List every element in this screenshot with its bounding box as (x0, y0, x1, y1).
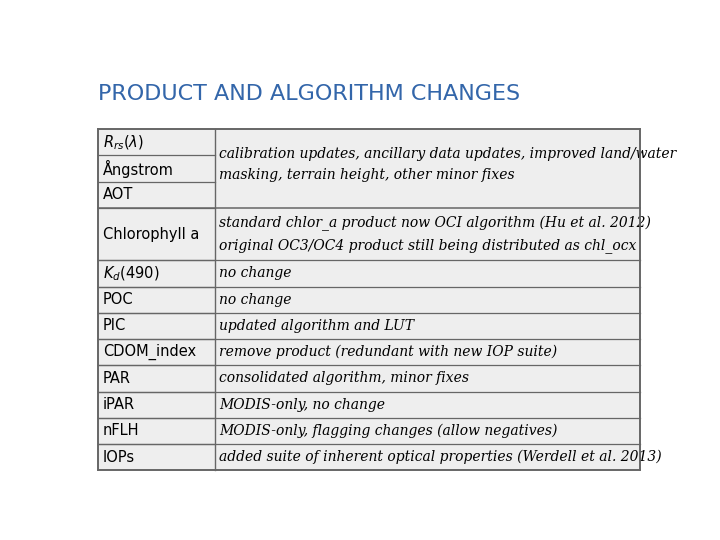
Text: CDOM_index: CDOM_index (103, 344, 196, 360)
Text: PIC: PIC (103, 319, 126, 334)
Text: updated algorithm and LUT: updated algorithm and LUT (219, 319, 414, 333)
Text: $K_d(490)$: $K_d(490)$ (103, 264, 159, 283)
Text: POC: POC (103, 292, 133, 307)
Text: added suite of inherent optical properties (Werdell et al. 2013): added suite of inherent optical properti… (219, 450, 662, 464)
Text: nFLH: nFLH (103, 423, 140, 438)
Text: consolidated algorithm, minor fixes: consolidated algorithm, minor fixes (219, 372, 469, 386)
Text: AOT: AOT (103, 187, 133, 202)
Text: Chlorophyll a: Chlorophyll a (103, 227, 199, 242)
Text: iPAR: iPAR (103, 397, 135, 412)
Text: IOPs: IOPs (103, 450, 135, 464)
Text: no change: no change (219, 267, 292, 280)
Text: no change: no change (219, 293, 292, 307)
Text: PRODUCT AND ALGORITHM CHANGES: PRODUCT AND ALGORITHM CHANGES (99, 84, 521, 104)
Text: standard chlor_a product now OCI algorithm (Hu et al. 2012)
original OC3/OC4 pro: standard chlor_a product now OCI algorit… (219, 216, 651, 253)
Text: MODIS-only, no change: MODIS-only, no change (219, 397, 385, 411)
Text: PAR: PAR (103, 371, 131, 386)
Text: Ångstrom: Ångstrom (103, 160, 174, 178)
Text: remove product (redundant with new IOP suite): remove product (redundant with new IOP s… (219, 345, 557, 360)
Text: $R_{rs}(\lambda)$: $R_{rs}(\lambda)$ (103, 133, 144, 152)
Text: MODIS-only, flagging changes (allow negatives): MODIS-only, flagging changes (allow nega… (219, 424, 557, 438)
Text: calibration updates, ancillary data updates, improved land/water
masking, terrai: calibration updates, ancillary data upda… (219, 147, 677, 182)
